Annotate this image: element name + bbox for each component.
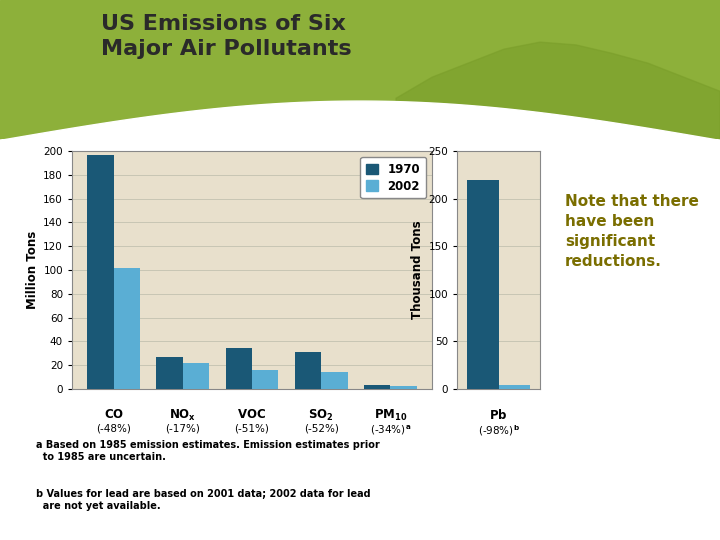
Bar	[295, 352, 321, 389]
Text: (-34%)$^{\mathbf{a}}$: (-34%)$^{\mathbf{a}}$	[370, 423, 411, 437]
Text: $\mathbf{Pb}$: $\mathbf{Pb}$	[490, 408, 508, 422]
Text: $\mathbf{NO_x}$: $\mathbf{NO_x}$	[169, 408, 197, 423]
Bar	[364, 385, 390, 389]
Bar	[321, 372, 348, 389]
Text: (-48%): (-48%)	[96, 423, 131, 434]
Text: a Based on 1985 emission estimates. Emission estimates prior
  to 1985 are uncer: a Based on 1985 emission estimates. Emis…	[36, 440, 379, 462]
Text: (-17%): (-17%)	[166, 423, 200, 434]
Text: (-52%): (-52%)	[304, 423, 338, 434]
Legend: 1970, 2002: 1970, 2002	[361, 157, 426, 198]
Bar	[390, 387, 417, 389]
Y-axis label: Thousand Tons: Thousand Tons	[411, 221, 424, 319]
Y-axis label: Million Tons: Million Tons	[26, 231, 39, 309]
Bar	[114, 268, 140, 389]
Text: Note that there
have been
significant
reductions.: Note that there have been significant re…	[565, 194, 699, 269]
Text: $\mathbf{VOC}$: $\mathbf{VOC}$	[238, 408, 266, 421]
Polygon shape	[396, 42, 720, 140]
Text: (-98%)$^{\mathbf{b}}$: (-98%)$^{\mathbf{b}}$	[477, 423, 520, 438]
Text: $\mathbf{SO_2}$: $\mathbf{SO_2}$	[308, 408, 334, 423]
Bar	[467, 180, 498, 389]
Bar	[183, 363, 209, 389]
Text: $\mathbf{PM_{10}}$: $\mathbf{PM_{10}}$	[374, 408, 408, 423]
Bar	[87, 155, 114, 389]
Text: $\mathbf{CO}$: $\mathbf{CO}$	[104, 408, 124, 421]
Bar	[252, 370, 279, 389]
Bar	[225, 348, 252, 389]
Text: (-51%): (-51%)	[235, 423, 269, 434]
Text: US Emissions of Six
Major Air Pollutants: US Emissions of Six Major Air Pollutants	[101, 14, 351, 59]
Text: b Values for lead are based on 2001 data; 2002 data for lead
  are not yet avail: b Values for lead are based on 2001 data…	[36, 489, 371, 511]
Bar	[156, 357, 183, 389]
Bar	[498, 385, 530, 389]
